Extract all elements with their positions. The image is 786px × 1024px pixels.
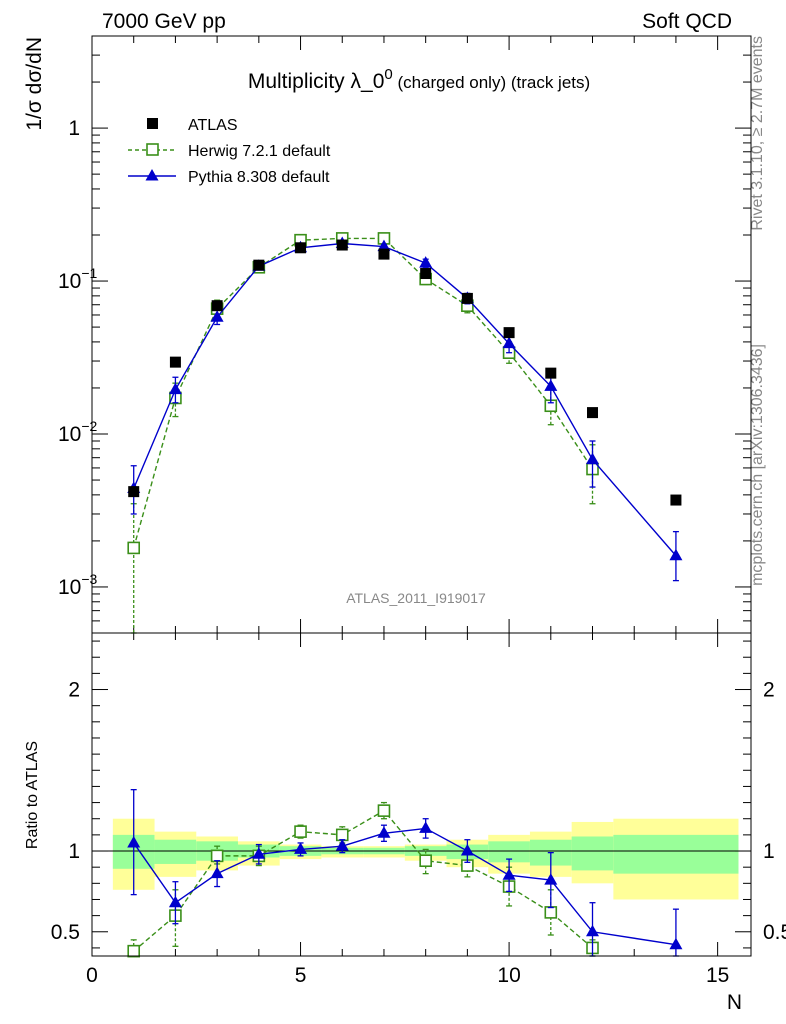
energy-label: 7000 GeV pp: [102, 10, 226, 33]
herwig-ratio-line: [133, 809, 593, 952]
pythia-ratio-point: [460, 844, 474, 856]
pythia-ratio-point: [210, 866, 224, 879]
pythia-ratio-point: [419, 821, 433, 833]
pythia-ratio-point: [127, 835, 141, 848]
pythia-point: [377, 239, 391, 252]
atlas-point: [336, 239, 348, 251]
main-title: Multiplicity λ_00 (charged only) (track …: [248, 66, 590, 93]
ratio-frame: [91, 632, 752, 957]
main-title-sup: 0: [384, 66, 392, 83]
pythia-point: [168, 382, 182, 395]
pythia-point: [669, 548, 683, 561]
uncertainty-band-green: [488, 841, 530, 863]
ratio-y-tick-label: 2: [68, 679, 80, 702]
atlas-point: [253, 259, 265, 271]
x-tick-label: 15: [706, 964, 729, 987]
pythia-point: [502, 336, 516, 349]
atlas-point: [169, 356, 181, 368]
main-title-suffix: (charged only) (track jets): [393, 73, 590, 92]
atlas-point: [378, 248, 390, 260]
herwig-line: [133, 237, 594, 549]
pythia-point: [586, 452, 600, 465]
herwig-point: [127, 541, 141, 555]
pythia-ratio-point: [377, 826, 391, 838]
pythia-ratio-point: [252, 847, 266, 859]
atlas-point: [420, 268, 432, 280]
rivet-side-label: Rivet 3.1.10, ≥ 2.7M events: [749, 36, 766, 231]
pythia-point: [210, 310, 224, 322]
pythia-point: [419, 256, 433, 268]
atlas-point: [128, 486, 140, 498]
y-tick-label: 10−1: [58, 265, 98, 293]
legend-label-atlas: ATLAS: [188, 117, 238, 134]
ratio-y-tick-label: 1: [68, 840, 80, 863]
ratio-series: [127, 789, 683, 958]
y-tick-base: 1: [68, 117, 80, 140]
atlas-point: [670, 494, 682, 506]
x-tick-label: 0: [86, 964, 98, 987]
analysis-id: ATLAS_2011_I919017: [346, 590, 486, 606]
y-tick-exponent: −2: [81, 418, 97, 434]
pythia-ratio-point: [669, 937, 683, 950]
legend-label-herwig: Herwig 7.2.1 default: [188, 143, 331, 160]
uncertainty-band-green: [571, 836, 614, 871]
legend-marker-pythia: [145, 169, 159, 181]
pythia-ratio-point: [294, 842, 308, 854]
herwig-ratio-point: [377, 804, 391, 817]
pythia-ratio-point: [168, 895, 182, 908]
uncertainty-band-green: [154, 839, 197, 864]
y-tick-base: 10: [58, 270, 81, 293]
y-tick-label: 10−3: [58, 571, 98, 599]
pythia-point: [544, 379, 558, 391]
mcplots-side-label: mcplots.cern.ch [arXiv:1306.3436]: [749, 344, 766, 586]
pythia-ratio-point: [335, 839, 349, 851]
y-tick-exponent: −3: [81, 571, 97, 587]
ratio-y-tick-label: 0.5: [51, 921, 80, 944]
atlas-point: [211, 300, 223, 312]
legend-label-pythia: Pythia 8.308 default: [188, 169, 330, 186]
main-series: [127, 232, 683, 634]
ratio-y-tick-label-right: 1: [763, 840, 775, 863]
pythia-ratio-point: [586, 924, 600, 937]
herwig-ratio-point: [544, 906, 558, 919]
ratio-y-tick-label-right: 2: [763, 679, 775, 702]
legend-marker-atlas: [147, 118, 158, 129]
herwig-ratio-point: [419, 854, 432, 868]
atlas-point: [461, 292, 473, 304]
pythia-ratio-point: [502, 868, 516, 880]
ratio-y-tick-label-right: 0.5: [763, 921, 786, 944]
ratio-ylabel: Ratio to ATLAS: [24, 741, 41, 849]
pythia-ratio-point: [544, 873, 558, 885]
legend-marker-herwig: [146, 143, 159, 156]
herwig-ratio-point: [335, 828, 349, 842]
y-tick-base: 10: [58, 423, 81, 446]
atlas-point: [545, 367, 557, 379]
pythia-line: [133, 242, 677, 557]
herwig-ratio-point: [294, 825, 307, 838]
herwig-ratio-point: [210, 849, 224, 863]
atlas-point: [587, 407, 599, 419]
y-tick-label: 1: [68, 117, 80, 140]
category-label: Soft QCD: [642, 10, 732, 33]
uncertainty-band-green: [613, 834, 739, 874]
x-axis-label: N: [727, 991, 742, 1014]
main-title-text: Multiplicity λ_0: [248, 70, 385, 93]
y-tick-exponent: −1: [81, 265, 97, 281]
x-tick-label: 5: [295, 964, 307, 987]
x-tick-label: 10: [497, 964, 520, 987]
atlas-point: [295, 242, 307, 254]
atlas-point: [503, 327, 515, 339]
y-tick-label: 10−2: [58, 418, 98, 446]
y-tick-base: 10: [58, 576, 81, 599]
herwig-ratio-point: [127, 944, 141, 958]
legend: ATLAS Herwig 7.2.1 default Pythia 8.308 …: [128, 117, 331, 186]
main-ylabel: 1/σ dσ/dN: [23, 37, 46, 131]
